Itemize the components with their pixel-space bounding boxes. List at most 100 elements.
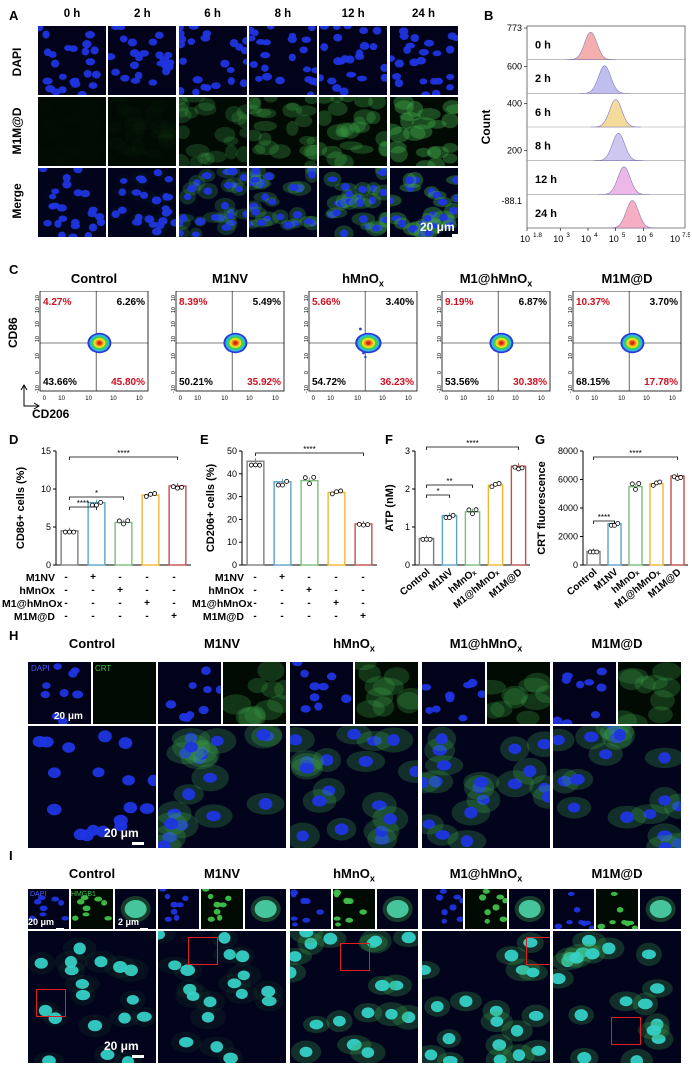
flow-group-title: M1M@D — [601, 271, 653, 286]
quadrant-value: 54.72% — [312, 377, 346, 388]
micro-tile — [38, 26, 106, 95]
treatment-sign: - — [253, 611, 257, 622]
data-point — [280, 482, 285, 488]
svg-text:10: 10 — [304, 295, 310, 301]
quadrant-value: 45.80% — [111, 377, 145, 388]
i-scale-bar-zoom — [140, 928, 148, 930]
bar — [246, 460, 265, 566]
data-point — [678, 475, 684, 480]
data-point — [338, 488, 344, 494]
svg-text:10: 10 — [171, 295, 177, 301]
data-point — [94, 502, 99, 508]
svg-text:10: 10 — [354, 396, 361, 402]
significance-mark: **** — [77, 499, 89, 508]
histogram-label: 12 h — [535, 174, 557, 186]
i-hmgb1-inset — [596, 889, 638, 929]
svg-text:10: 10 — [618, 396, 625, 402]
treatment-sign: - — [118, 572, 122, 583]
scale-bar-a — [452, 234, 461, 237]
treatment-sign: + — [90, 572, 96, 583]
svg-text:-10: -10 — [171, 385, 177, 393]
treatment-sign: - — [172, 585, 176, 596]
y-tick: 773 — [507, 23, 522, 33]
time-header: 24 h — [411, 8, 435, 20]
i-merge-image — [28, 931, 156, 1063]
treatment-sign: - — [280, 611, 284, 622]
data-point — [89, 502, 95, 508]
i-scale-zoom: 2 μm — [118, 917, 140, 927]
h-scale-bar-small — [82, 724, 90, 726]
svg-text:0: 0 — [437, 371, 443, 374]
svg-text:10: 10 — [568, 353, 574, 359]
y-axis-label: CD206+ cells (%) — [205, 463, 217, 552]
quadrant-value: 5.49% — [253, 297, 281, 308]
h-dapi-inset — [553, 662, 616, 724]
h-dapi-inset — [290, 662, 353, 724]
i-dapi-inset — [28, 889, 70, 929]
micro-tile — [389, 97, 458, 166]
significance-mark: **** — [629, 449, 641, 458]
histogram-label: 2 h — [535, 73, 551, 85]
y-tick: 2000 — [558, 532, 578, 542]
i-inset-label-dapi: DAPI — [30, 891, 47, 898]
treatment-sign: - — [334, 572, 338, 583]
histogram-row: 2 h — [527, 65, 685, 94]
bar — [327, 491, 346, 566]
histogram-label: 6 h — [535, 107, 551, 119]
data-point — [307, 481, 312, 487]
svg-text:10: 10 — [568, 336, 574, 342]
i-group-title: M1M@D — [591, 866, 643, 881]
i-merge-image — [553, 931, 681, 1063]
panel-letter-b: B — [484, 8, 494, 23]
x-tick: Control — [398, 567, 432, 598]
micro-tile — [108, 26, 177, 95]
i-group-title: M1@hMnOx — [449, 866, 523, 884]
data-point — [615, 521, 621, 526]
bar — [607, 522, 622, 566]
h-merge-image — [553, 726, 681, 848]
svg-text:10: 10 — [568, 321, 574, 327]
quadrant-value: 53.56% — [445, 377, 479, 388]
y-tick: 0 — [46, 560, 51, 570]
data-point — [489, 484, 495, 490]
data-point — [361, 522, 366, 528]
bar — [487, 484, 504, 566]
flow-plot: 9.19% 6.87%53.56% 30.38%0 10 10 10 10-10010101… — [437, 291, 551, 402]
quadrant-value: 17.78% — [644, 377, 678, 388]
svg-text:10: 10 — [591, 396, 598, 402]
chart-e-cd206: 0 10 20 30 40 50 CD206+ cells (%) **** — [205, 445, 377, 570]
micro-tile — [319, 168, 388, 237]
data-point — [179, 484, 185, 490]
treatment-sign: + — [117, 585, 123, 596]
histogram-row: 6 h — [527, 99, 685, 128]
data-point — [466, 507, 472, 513]
quadrant-value: 9.19% — [445, 297, 473, 308]
panel-letter-i: I — [9, 848, 13, 863]
quadrant-value: 30.38% — [513, 377, 547, 388]
treatment-sign: + — [360, 611, 366, 622]
i-scale-bar-small — [56, 928, 64, 930]
quadrant-value: 8.39% — [179, 297, 207, 308]
i-dapi-inset — [553, 889, 595, 929]
flow-group-title: M1@hMnOx — [459, 271, 533, 289]
treatment-sign: + — [144, 598, 150, 609]
y-tick: -88.1 — [501, 196, 522, 206]
svg-text:4: 4 — [594, 232, 598, 239]
svg-text:-10: -10 — [35, 385, 41, 393]
y-tick: 15 — [41, 446, 51, 456]
data-point — [329, 491, 335, 497]
quadrant-value: 6.87% — [519, 297, 547, 308]
i-dapi-inset — [422, 889, 464, 929]
row-label-m1md: M1M@D — [10, 107, 24, 155]
svg-text:10: 10 — [171, 307, 177, 313]
svg-text:10: 10 — [221, 396, 228, 402]
histogram-row: 0 h — [527, 31, 685, 60]
i-merge-image — [158, 931, 286, 1063]
significance-mark: **** — [466, 439, 478, 448]
data-point — [67, 529, 72, 535]
data-point — [427, 537, 433, 542]
data-point — [275, 482, 281, 488]
y-tick: 5 — [46, 522, 51, 532]
h-scale-big: 20 μm — [104, 826, 139, 840]
